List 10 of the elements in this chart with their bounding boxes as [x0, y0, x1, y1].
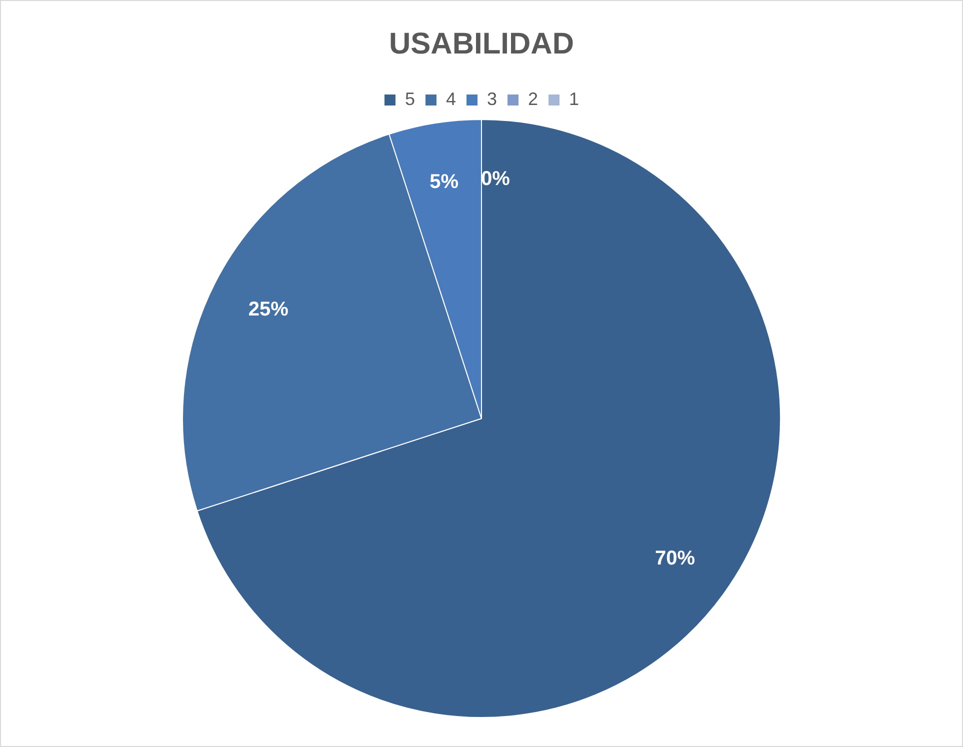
legend-label: 3: [486, 88, 498, 109]
legend-label: 5: [404, 88, 415, 109]
data-label: 70%: [655, 548, 696, 570]
legend-label: 4: [446, 88, 456, 109]
chart-title: USABILIDAD: [389, 27, 574, 60]
data-label: 5%: [430, 170, 459, 193]
legend-label: 1: [569, 88, 580, 109]
data-label: 25%: [248, 298, 289, 320]
legend-label: 2: [528, 88, 538, 109]
text: 0%: [481, 168, 510, 190]
